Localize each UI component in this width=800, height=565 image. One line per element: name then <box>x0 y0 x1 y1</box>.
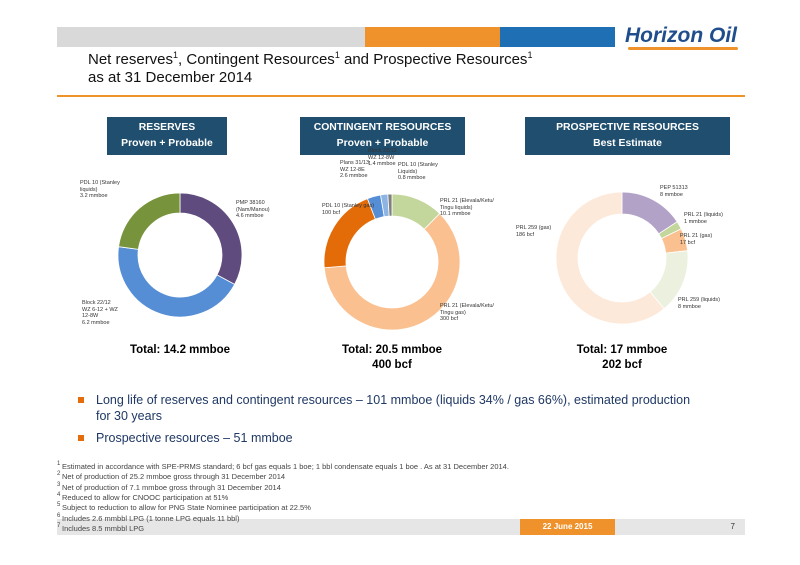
title-text: , Contingent Resources <box>178 51 335 68</box>
slice-label: Plans 31/13 WZ 12-8E 2.6 mmboe <box>340 160 370 179</box>
footnote-mark: 1 <box>57 461 61 467</box>
title-superscript: 1 <box>334 50 340 60</box>
footnote-mark: 5 <box>57 502 61 509</box>
footnote-mark: 3 <box>57 481 61 488</box>
slice <box>555 191 665 325</box>
slice-label: PMP 38160 (Nam/Manou) 4.6 mmboe <box>236 200 270 219</box>
bullet-text: Prospective resources – 51 mmboe <box>96 431 293 445</box>
slice-label: PDL 10 (Stanley liquids) 3.2 mmboe <box>80 180 120 199</box>
slice-label: Block 22/12 WZ 6-12 + WZ 12-8W 6.2 mmboe <box>82 300 118 326</box>
chart-total: Total: 17 mmboe <box>576 344 668 356</box>
bullet-marker <box>78 435 84 441</box>
bullet-text: Long life of reserves and contingent res… <box>96 393 691 423</box>
title-superscript: 1 <box>173 50 179 60</box>
slice <box>117 246 236 318</box>
slice-label: PRL 259 (liquids) 8 mmboe <box>678 297 720 310</box>
chart-header: PROSPECTIVE RESOURCES Best Estimate <box>525 117 730 155</box>
slice <box>323 212 461 331</box>
chart-total: Total: 20.5 mmboe <box>341 344 443 356</box>
footer-date: 22 June 2015 <box>520 519 615 535</box>
slice-label: PEP 51313 8 mmboe <box>660 185 688 198</box>
footnote-text: Estimated in accordance with SPE-PRMS st… <box>62 462 509 471</box>
chart-total: Total: 14.2 mmboe <box>129 344 231 356</box>
footnote-text: Reduced to allow for CNOOC participation… <box>62 492 229 502</box>
bullet-marker <box>78 397 84 403</box>
title-superscript: 1 <box>527 50 533 60</box>
slice <box>387 193 393 217</box>
chart-title: CONTINGENT RESOURCES <box>313 122 452 133</box>
footnote-mark: 4 <box>57 491 61 498</box>
slice-label: Block 22/12 WZ 12-8W 1.4 mmboe <box>368 148 397 167</box>
footnote-mark: 7 <box>57 522 61 529</box>
chart-subtitle: Proven + Probable <box>336 138 429 149</box>
title-line-1: Net reserves1, Contingent Resources1 and… <box>88 50 532 68</box>
logo: Horizon Oil <box>625 24 737 47</box>
page-number: 7 <box>730 522 735 531</box>
slice <box>179 192 243 285</box>
footnote-mark: 6 <box>57 512 61 519</box>
slice-label: PDL 10 (Stanley Liquids) 0.8 mmboe <box>398 162 438 181</box>
footnote-text: Net of production of 25.2 mmboe gross th… <box>62 472 286 482</box>
top-band-grey <box>57 27 365 47</box>
top-band-blue <box>500 27 615 47</box>
title-text: and Prospective Resources <box>339 51 528 68</box>
slice-label: PRL 21 (gas) 17 bcf <box>680 233 713 246</box>
slice-label: PRL 259 (gas) 186 bcf <box>516 225 552 238</box>
slice-label: PRL 21 (Elevala/Ketu/ Tingu liquids) 10.… <box>440 198 494 217</box>
logo-swoosh <box>628 47 738 50</box>
chart-header: CONTINGENT RESOURCES Proven + Probable <box>300 117 465 155</box>
slice-label: PRL 21 (liquids) 1 mmboe <box>684 212 723 225</box>
chart-total: 400 bcf <box>372 359 412 371</box>
chart-title: RESERVES <box>138 122 196 133</box>
chart-title: PROSPECTIVE RESOURCES <box>556 122 699 133</box>
footnote-text: Net of production of 7.1 mmboe gross thr… <box>62 482 281 492</box>
footnote-text: Includes 2.6 mmbbl LPG (1 tonne LPG equa… <box>62 513 240 523</box>
chart-subtitle: Proven + Probable <box>121 138 213 149</box>
slice-label: PDL 10 (Stanley gas) 100 bcf <box>322 203 375 216</box>
title-line-2: as at 31 December 2014 <box>88 69 253 86</box>
slice <box>118 192 181 250</box>
footnote-mark: 2 <box>57 471 61 478</box>
chart-total: 202 bcf <box>602 359 642 371</box>
footnote-text: Subject to reduction to allow for PNG St… <box>62 503 311 513</box>
chart-header: RESERVES Proven + Probable <box>107 117 227 155</box>
title-text: Net reserves <box>88 51 174 68</box>
title-rule <box>57 95 745 97</box>
slice-label: PRL 21 (Elevala/Ketu/ Tingu gas) 300 bcf <box>440 303 494 322</box>
footnote-text: Includes 8.5 mmbbl LPG <box>62 523 145 533</box>
chart-subtitle: Best Estimate <box>593 138 662 149</box>
top-band-orange <box>365 27 500 47</box>
